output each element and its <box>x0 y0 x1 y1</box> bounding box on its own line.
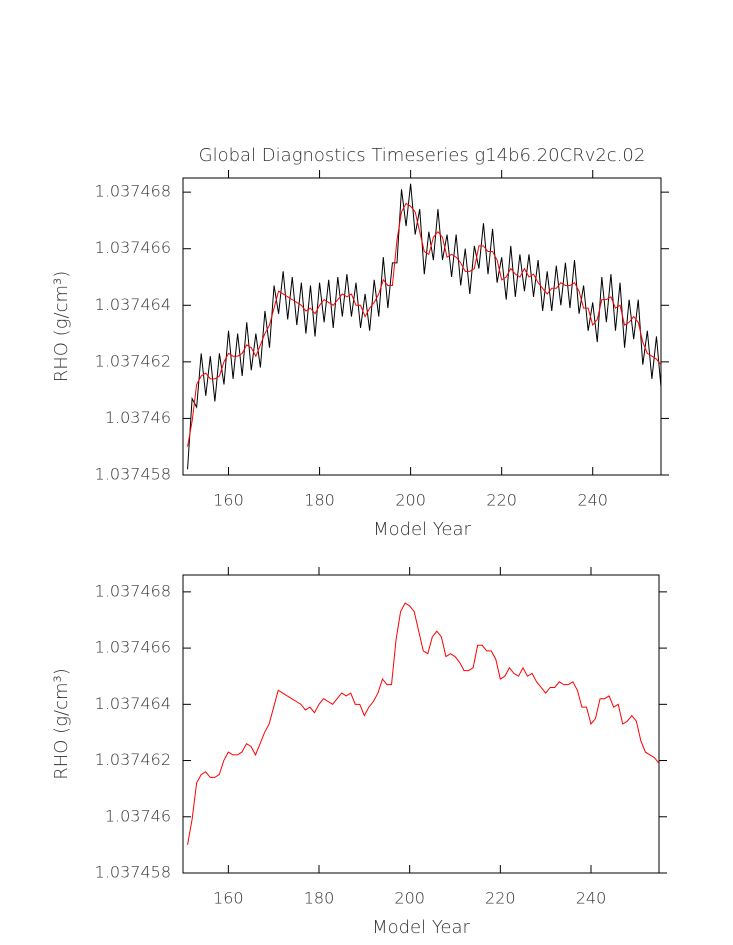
x-tick-label: 160 <box>213 491 244 510</box>
x-tick-label: 180 <box>304 491 335 510</box>
y-tick-label: 1.037464 <box>95 295 171 314</box>
plot: Global Diagnostics Timeseries g14b6.20CR… <box>51 145 669 540</box>
data-line <box>187 602 660 845</box>
plot: 160 180 200 220 240 1.037458 1.03746 1.037462 1.… <box>51 567 667 938</box>
y-tick-label: 1.037468 <box>95 581 171 600</box>
data-line <box>187 183 662 470</box>
plot-frame <box>182 574 660 874</box>
x-tick-label: 220 <box>486 491 517 510</box>
x-tick-label: 240 <box>577 491 608 510</box>
x-axis-label: Model Year <box>373 519 471 540</box>
y-axis-label: RHO (g/cm³) <box>51 668 72 780</box>
y-tick-label: 1.03746 <box>105 806 171 825</box>
chart-title: Global Diagnostics Timeseries g14b6.20CR… <box>199 145 646 166</box>
x-tick-label: 200 <box>394 889 425 908</box>
x-axis-label: Model Year <box>372 917 470 938</box>
data-line <box>187 202 662 447</box>
y-tick-label: 1.037458 <box>95 863 171 882</box>
x-tick-label: 160 <box>213 889 244 908</box>
y-tick-label: 1.037462 <box>95 351 171 370</box>
y-tick-label: 1.037462 <box>95 750 171 769</box>
y-tick-label: 1.037464 <box>95 694 171 713</box>
plot-frame <box>182 177 662 476</box>
x-tick-label: 220 <box>485 889 516 908</box>
y-tick-label: 1.037458 <box>95 465 171 484</box>
y-tick-label: 1.037466 <box>95 238 171 257</box>
x-tick-label: 240 <box>576 889 607 908</box>
x-tick-label: 200 <box>395 491 426 510</box>
y-axis-label: RHO (g/cm³) <box>51 271 72 383</box>
y-tick-label: 1.03746 <box>105 408 171 427</box>
y-tick-label: 1.037468 <box>95 182 171 201</box>
y-tick-label: 1.037466 <box>95 638 171 657</box>
x-tick-label: 180 <box>304 889 335 908</box>
